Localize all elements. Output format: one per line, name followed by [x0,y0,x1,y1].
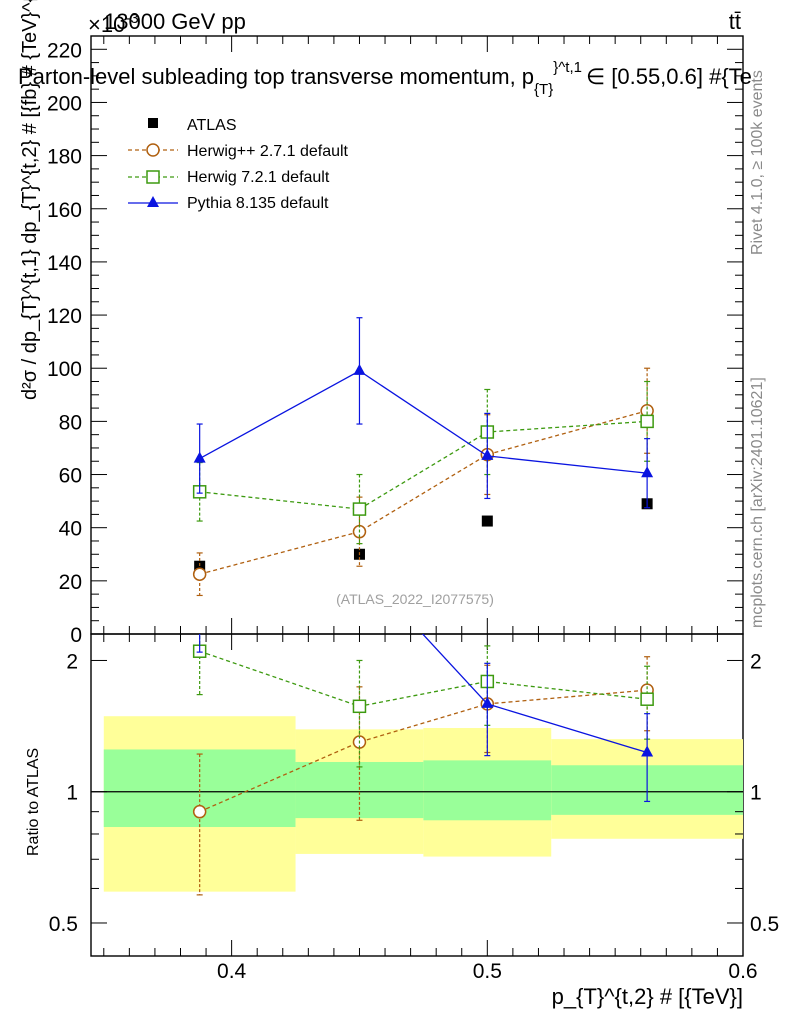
x-axis-label: p_{T}^{t,2} # [{TeV}] [552,984,743,1009]
data-point-pythia-8-135-default [353,363,366,375]
ratio-tick-label-left: 0.5 [49,913,78,936]
data-point-pythia-8-135-default [193,451,206,463]
legend-marker-pythia [147,196,159,207]
y-tick-label: 180 [47,146,82,169]
process-label: tt̄ [729,9,741,34]
x-tick-label: 0.5 [473,960,502,983]
y-tick-label: 60 [59,465,82,488]
legend-label-herwig7: Herwig 7.2.1 default [187,169,330,186]
legend-label-herwigpp: Herwig++ 2.7.1 default [187,143,349,160]
legend-label-pythia: Pythia 8.135 default [187,195,329,212]
ratio-point-herwig-2-7-1-default [192,804,207,819]
data-point-herwig-7-2-1-default [640,414,654,429]
ratio-line-herwig-2-7-1-default [199,689,648,813]
ratio-tick-label-right: 0.5 [750,913,779,936]
x-tick-label: 0.6 [728,960,757,983]
legend: ATLAS Herwig++ 2.7.1 default Herwig 7.2.… [128,117,349,212]
ratio-point-pythia-8-135-default [481,696,494,708]
y-tick-label: 160 [47,199,82,222]
data-point-pythia-8-135-default [641,466,654,478]
legend-marker-herwigpp [146,143,160,157]
ratio-uncertainty-bands [91,716,743,892]
x-tick-label: 0.4 [217,960,247,983]
ratio-series [192,605,654,896]
legend-label-atlas: ATLAS [187,117,237,134]
ratio-tick-label-right: 2 [750,650,762,673]
ratio-point-pythia-8-135-default [641,745,654,757]
ratio-line-herwig-7-2-1-default [199,650,648,707]
y-tick-label: 20 [59,571,82,594]
series-line-herwig-2-7-1-default [199,410,648,575]
y-tick-label: 120 [47,305,82,328]
legend-marker-atlas [148,118,158,128]
y-tick-label: 40 [59,518,82,541]
ratio-point-herwig-7-2-1-default [352,699,367,714]
data-point-pythia-8-135-default [481,448,494,460]
analysis-watermark: (ATLAS_2022_I2077575) [336,591,494,607]
data-point-atlas [194,560,206,572]
data-point-herwig-2-7-1-default [192,567,207,581]
ratio-tick-label-left: 1 [66,782,78,805]
series-line-pythia-8-135-default [199,370,648,474]
ratio-axis-label: Ratio to ATLAS [25,748,42,856]
legend-marker-herwig7 [146,170,160,184]
data-point-atlas [481,515,493,527]
plot-title: Parton-level subleading top transverse m… [18,59,752,98]
y-tick-label: 80 [59,411,82,434]
ratio-tick-label-left: 2 [66,650,78,673]
data-point-herwig-7-2-1-default [352,502,367,516]
band-inner-bin-2 [423,760,552,821]
y-tick-label: 100 [47,358,82,381]
axis-ticks [91,35,744,956]
ratio-clipped-group [192,605,654,896]
y-axis-label: d²σ / dp_{T}^{t,1} dp_{T}^{t,2} # [{fb} … [19,0,41,400]
y-tick-label: 140 [47,252,82,275]
y-tick-label: 220 [47,39,82,62]
ratio-line-pythia-8-135-default [421,634,648,754]
y-tick-label: 200 [47,92,82,115]
ratio-tick-label-right: 1 [750,782,762,805]
axis-tick-labels: 0.4 0.5 0.6 0 20 40 60 80 100 120 140 160 180 200 220 0… [47,39,779,983]
data-series [192,317,654,597]
mcplots-label: mcplots.cern.ch [arXiv:2401.10621] [749,377,766,628]
energy-label: 13000 GeV pp [104,9,246,34]
ratio-point-herwig-7-2-1-default [640,692,654,706]
exponent-label: ×10-3 [88,10,139,37]
series-line-herwig-7-2-1-default [199,420,648,510]
rivet-label: Rivet 4.1.0, ≥ 100k events [749,70,766,255]
ratio-point-pythia-8-135-default [194,605,206,616]
y-tick-label: 0 [70,624,82,647]
